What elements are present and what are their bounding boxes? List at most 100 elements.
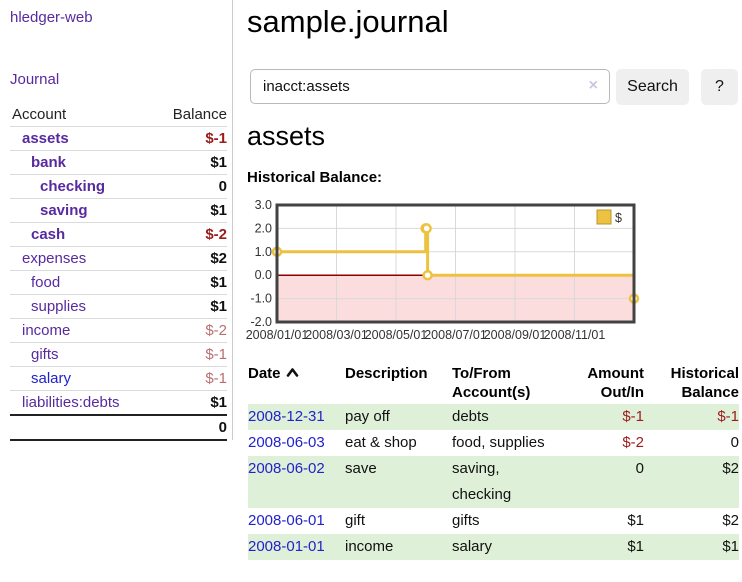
sort-ascending-icon — [286, 368, 298, 377]
transaction-description: eat & shop — [345, 434, 417, 451]
y-axis-labels: 3.0 2.0 1.0 0.0 -1.0 -2.0 — [250, 198, 272, 329]
sidebar-item-supplies[interactable]: supplies — [31, 298, 87, 315]
transaction-amount: $-2 — [622, 434, 644, 451]
sidebar-item-assets[interactable]: assets — [22, 130, 69, 147]
account-row: gifts $-1 — [10, 342, 227, 367]
search-field-wrap: × — [250, 69, 610, 104]
account-balance: $1 — [155, 294, 227, 319]
legend-label: $ — [615, 211, 622, 225]
transaction-description: gift — [345, 512, 366, 529]
accounts-total-value: 0 — [155, 414, 227, 441]
account-row: salary $-1 — [10, 366, 227, 391]
transaction-balance: $2 — [722, 460, 739, 477]
date-column-header[interactable]: Date — [248, 363, 345, 404]
transaction-amount: 0 — [635, 460, 644, 477]
account-balance: $1 — [155, 270, 227, 295]
account-row: income $-2 — [10, 318, 227, 343]
register-row: 2008-01-01 income salary $1 $1 — [248, 534, 739, 560]
sidebar-item-checking[interactable]: checking — [40, 178, 106, 195]
transaction-date-link[interactable]: 2008-06-03 — [248, 434, 325, 451]
account-column-header: Account — [10, 103, 156, 127]
help-button[interactable]: ? — [701, 69, 738, 105]
chart-legend: $ — [596, 209, 622, 225]
transaction-accounts: gifts — [452, 512, 480, 529]
svg-text:2008/09/01: 2008/09/01 — [484, 328, 547, 342]
account-row: supplies $1 — [10, 294, 227, 319]
clear-search-icon[interactable]: × — [588, 77, 598, 94]
account-row: cash $-2 — [10, 222, 227, 247]
transaction-balance: $1 — [722, 538, 739, 555]
chart-border — [275, 203, 636, 324]
svg-text:2008/11/01: 2008/11/01 — [544, 328, 606, 342]
description-column-header: Description — [345, 365, 428, 382]
register-row: 2008-12-31 pay off debts $-1 $-1 — [248, 404, 739, 430]
transaction-date-link[interactable]: 2008-06-01 — [248, 512, 325, 529]
svg-text:1.0: 1.0 — [255, 245, 272, 259]
account-heading: assets — [247, 121, 326, 151]
transaction-description: income — [345, 538, 394, 555]
account-balance: $2 — [155, 246, 227, 271]
account-row: food $1 — [10, 270, 227, 295]
amount-column-header: Amount Out/In — [587, 365, 644, 401]
svg-text:3.0: 3.0 — [255, 198, 272, 212]
svg-text:-2.0: -2.0 — [250, 315, 272, 329]
transaction-amount: $-1 — [622, 408, 644, 425]
transaction-date-link[interactable]: 2008-12-31 — [248, 408, 325, 425]
account-balance: $-2 — [155, 222, 227, 247]
search-input[interactable] — [250, 69, 610, 104]
account-row: bank $1 — [10, 150, 227, 175]
account-row: liabilities:debts $1 — [10, 390, 227, 416]
svg-text:2.0: 2.0 — [255, 221, 272, 235]
account-balance: $-1 — [155, 342, 227, 367]
svg-text:-1.0: -1.0 — [250, 292, 272, 306]
transaction-balance: $2 — [722, 512, 739, 529]
register-table: Date Description To/From Account(s) Amou… — [248, 363, 739, 560]
svg-text:2008/05/01: 2008/05/01 — [365, 328, 428, 342]
account-row: assets $-1 — [10, 126, 227, 151]
chart-heading: Historical Balance: — [247, 169, 383, 186]
svg-text:2008/07/01: 2008/07/01 — [424, 328, 487, 342]
transaction-date-link[interactable]: 2008-01-01 — [248, 538, 325, 555]
transaction-amount: $1 — [627, 538, 644, 555]
account-balance: $1 — [155, 390, 227, 416]
transaction-balance: 0 — [730, 434, 739, 451]
page-title: sample.journal — [247, 4, 449, 39]
sidebar-item-cash[interactable]: cash — [31, 226, 66, 243]
account-row: expenses $2 — [10, 246, 227, 271]
transaction-balance: $-1 — [717, 408, 739, 425]
sidebar-item-liabilities-debts[interactable]: liabilities:debts — [22, 394, 120, 411]
transaction-date-link[interactable]: 2008-06-02 — [248, 460, 325, 477]
account-balance: $-1 — [155, 366, 227, 391]
sidebar-item-gifts[interactable]: gifts — [31, 346, 59, 363]
legend-swatch-icon — [596, 209, 612, 225]
sidebar-item-food[interactable]: food — [31, 274, 61, 291]
sidebar-item-bank[interactable]: bank — [31, 154, 67, 171]
sidebar-item-income[interactable]: income — [22, 322, 71, 339]
transaction-accounts: saving, checking — [452, 460, 512, 503]
account-row: checking 0 — [10, 174, 227, 199]
historical-balance-chart: $ 3.0 2.0 1.0 0.0 -1.0 -2.0 2008/01/01 2… — [246, 198, 640, 342]
register-row: 2008-06-02 save saving, checking 0 $2 — [248, 456, 739, 508]
accounts-total-row: 0 — [10, 414, 227, 441]
account-balance: 0 — [155, 174, 227, 199]
balance-column-header: Balance — [155, 103, 227, 127]
svg-text:0.0: 0.0 — [255, 268, 272, 282]
account-row: saving $1 — [10, 198, 227, 223]
chart-series — [271, 223, 640, 304]
account-table-header: Account Balance — [10, 103, 227, 127]
sidebar-item-journal[interactable]: Journal — [10, 71, 60, 88]
transaction-description: save — [345, 460, 377, 477]
account-balance: $1 — [155, 150, 227, 175]
sidebar-item-saving[interactable]: saving — [40, 202, 88, 219]
sidebar-item-salary[interactable]: salary — [31, 370, 72, 387]
account-balance: $-2 — [155, 318, 227, 343]
sidebar-item-expenses[interactable]: expenses — [22, 250, 87, 267]
search-button[interactable]: Search — [616, 69, 689, 105]
register-header-row: Date Description To/From Account(s) Amou… — [248, 363, 739, 404]
app-brand-link[interactable]: hledger-web — [10, 9, 93, 26]
balance-column-header: Historical Balance — [670, 365, 739, 401]
svg-text:2008/01/01: 2008/01/01 — [246, 328, 309, 342]
register-row: 2008-06-03 eat & shop food, supplies $-2… — [248, 430, 739, 456]
tofrom-column-header: To/From Account(s) — [452, 365, 531, 401]
transaction-amount: $1 — [627, 512, 644, 529]
